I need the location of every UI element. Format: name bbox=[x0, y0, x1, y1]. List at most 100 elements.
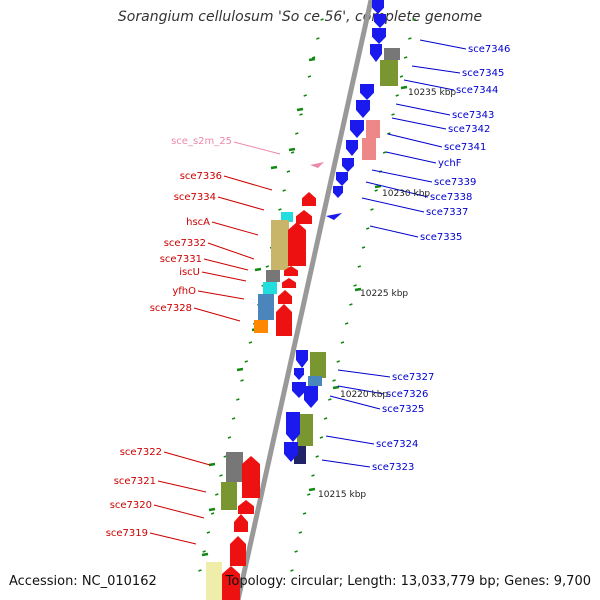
forward-gene-arrow[interactable] bbox=[294, 368, 304, 380]
forward-gene-arrow[interactable] bbox=[342, 158, 354, 172]
tick-mark bbox=[382, 151, 387, 154]
leader-line bbox=[211, 221, 259, 236]
gene-label-forward[interactable]: sce7323 bbox=[372, 462, 414, 473]
gene-label-forward[interactable]: sce7344 bbox=[456, 85, 498, 96]
leader-line bbox=[369, 225, 419, 238]
forward-gene-arrow[interactable] bbox=[286, 412, 300, 442]
forward-gene-arrow[interactable] bbox=[360, 84, 374, 100]
leader-line bbox=[403, 79, 455, 91]
gene-label-reverse[interactable]: sce7336 bbox=[180, 171, 222, 182]
leader-line bbox=[321, 459, 371, 468]
domain-block bbox=[226, 452, 243, 482]
gene-label-reverse[interactable]: sce7319 bbox=[106, 528, 148, 539]
gene-label-forward[interactable]: sce7325 bbox=[382, 404, 424, 415]
gene-label-forward[interactable]: sce7341 bbox=[444, 142, 486, 153]
forward-gene-arrow[interactable] bbox=[370, 44, 382, 62]
kbp-label: 10230 kbp bbox=[382, 189, 430, 199]
tick-mark bbox=[227, 436, 232, 439]
tick-mark bbox=[366, 227, 370, 230]
gene-label-forward[interactable]: sce7343 bbox=[452, 110, 494, 121]
gene-label-reverse[interactable]: sce7332 bbox=[164, 238, 206, 249]
forward-gene-arrow[interactable] bbox=[374, 14, 386, 28]
rna-gene-arrow[interactable] bbox=[310, 162, 324, 168]
reverse-gene-arrow[interactable] bbox=[278, 290, 292, 304]
domain-block bbox=[206, 562, 222, 600]
tick-mark bbox=[198, 569, 202, 572]
gene-label-forward[interactable]: sce7327 bbox=[392, 372, 434, 383]
forward-gene-arrow[interactable] bbox=[326, 213, 342, 220]
gene-label-reverse[interactable]: sce7334 bbox=[174, 192, 216, 203]
gene-label-reverse[interactable]: hscA bbox=[186, 217, 210, 228]
kbp-label: 10235 kbp bbox=[408, 88, 456, 98]
forward-gene-arrow[interactable] bbox=[372, 0, 384, 14]
map-title: Sorangium cellulosum 'So ce 56', complet… bbox=[117, 9, 483, 25]
reverse-gene-arrow[interactable] bbox=[282, 278, 296, 288]
gene-label-forward[interactable]: sce7337 bbox=[426, 207, 468, 218]
forward-gene-arrow[interactable] bbox=[346, 140, 358, 156]
genome-backbone bbox=[235, 0, 374, 600]
reverse-gene-arrow[interactable] bbox=[242, 456, 260, 498]
gene-label-reverse[interactable]: sce7328 bbox=[150, 303, 192, 314]
domain-block bbox=[258, 294, 274, 320]
reverse-gene-arrow[interactable] bbox=[222, 566, 240, 600]
reverse-gene-arrow[interactable] bbox=[296, 210, 312, 224]
gene-label-reverse[interactable]: yfhO bbox=[172, 286, 196, 297]
forward-gene-arrow[interactable] bbox=[350, 120, 364, 138]
tick-mark bbox=[357, 265, 362, 268]
reverse-gene-arrow[interactable] bbox=[238, 500, 254, 514]
gene-label-forward[interactable]: ychF bbox=[438, 158, 462, 169]
gene-labels[interactable]: sce7346 sce7345 sce7344 sce7343 sce7342 sce73… bbox=[106, 44, 511, 539]
gene-label-forward[interactable]: sce7339 bbox=[434, 177, 476, 188]
reverse-gene-arrow[interactable] bbox=[288, 222, 306, 266]
forward-gene-arrow[interactable] bbox=[292, 382, 306, 398]
reverse-gene-arrow[interactable] bbox=[276, 304, 292, 336]
reverse-gene-arrow[interactable] bbox=[234, 514, 248, 532]
gene-label-forward[interactable]: sce7338 bbox=[430, 192, 472, 203]
gene-label-forward[interactable]: sce7345 bbox=[462, 68, 504, 79]
gene-arrows[interactable] bbox=[222, 0, 386, 600]
domain-block bbox=[263, 282, 277, 294]
reverse-gene-arrow[interactable] bbox=[230, 536, 246, 566]
leader-line bbox=[207, 242, 255, 260]
tick-mark bbox=[361, 246, 366, 249]
tick-mark bbox=[202, 550, 206, 553]
forward-gene-arrow[interactable] bbox=[336, 172, 348, 186]
tick-mark bbox=[320, 18, 324, 21]
gene-label-reverse[interactable]: sce7331 bbox=[160, 254, 202, 265]
tick-mark bbox=[395, 94, 399, 97]
tick-mark bbox=[307, 75, 312, 78]
gene-label-reverse[interactable]: sce7322 bbox=[120, 447, 162, 458]
gene-label-forward[interactable]: sce7335 bbox=[420, 232, 462, 243]
tick-mark bbox=[340, 341, 345, 344]
gene-label-forward[interactable]: sce7326 bbox=[386, 389, 428, 400]
label-leader-lines bbox=[149, 39, 467, 545]
forward-gene-arrow[interactable] bbox=[304, 386, 318, 408]
leader-line bbox=[197, 290, 245, 300]
tick-mark bbox=[240, 379, 244, 382]
gene-label-reverse[interactable]: sce7321 bbox=[114, 476, 156, 487]
reverse-gene-arrow[interactable] bbox=[302, 192, 316, 206]
tick-mark bbox=[374, 189, 378, 192]
leader-line bbox=[193, 307, 241, 322]
forward-gene-arrow[interactable] bbox=[356, 100, 370, 118]
gene-label-reverse[interactable]: iscU bbox=[179, 267, 200, 278]
reverse-gene-arrow[interactable] bbox=[284, 266, 298, 276]
leader-line bbox=[371, 169, 433, 183]
gene-label-forward[interactable]: sce7324 bbox=[376, 439, 418, 450]
leader-line bbox=[153, 504, 205, 519]
leader-line bbox=[387, 133, 443, 148]
tick-mark bbox=[298, 531, 303, 534]
gene-label-forward[interactable]: sce7346 bbox=[468, 44, 510, 55]
forward-gene-arrow[interactable] bbox=[296, 350, 308, 368]
gene-label-rna[interactable]: sce_s2m_25 bbox=[171, 136, 232, 147]
forward-gene-arrow[interactable] bbox=[284, 442, 298, 462]
tick-mark bbox=[370, 208, 374, 211]
forward-gene-arrow[interactable] bbox=[333, 186, 343, 198]
forward-gene-arrow[interactable] bbox=[372, 28, 386, 44]
gene-label-reverse[interactable]: sce7320 bbox=[110, 500, 152, 511]
gene-label-forward[interactable]: sce7342 bbox=[448, 124, 490, 135]
domain-block bbox=[271, 220, 289, 270]
tick-mark bbox=[299, 113, 303, 116]
tick-marks bbox=[198, 18, 416, 572]
